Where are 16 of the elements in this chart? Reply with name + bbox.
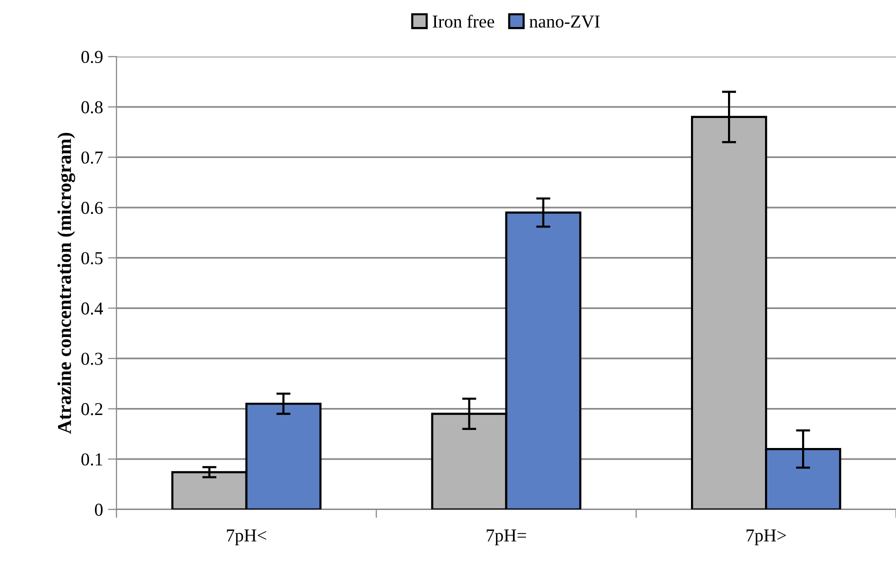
x-tick-label: 7pH=: [486, 530, 526, 546]
legend-label: nano-ZVI: [529, 16, 600, 28]
y-tick-label: 0.1: [81, 453, 102, 466]
y-tick-label: 0.6: [81, 202, 103, 214]
y-tick-label: 0.8: [81, 101, 103, 114]
y-tick-label: 0.2: [81, 403, 102, 416]
legend-label: Iron free: [432, 14, 494, 28]
y-tick-label: 0.9: [81, 50, 103, 64]
y-tick-label: 0.7: [81, 151, 103, 164]
y-tick-label: 0: [94, 504, 103, 516]
y-tick-label: 0.5: [81, 252, 103, 264]
y-tick-label: 0.3: [81, 352, 103, 365]
x-tick-label: 7pH>: [746, 530, 786, 546]
y-axis-title: Atrazine concentration (microgram): [57, 132, 76, 434]
y-tick-label: 0.4: [81, 302, 104, 315]
x-tick-label: 7pH<: [226, 530, 266, 546]
